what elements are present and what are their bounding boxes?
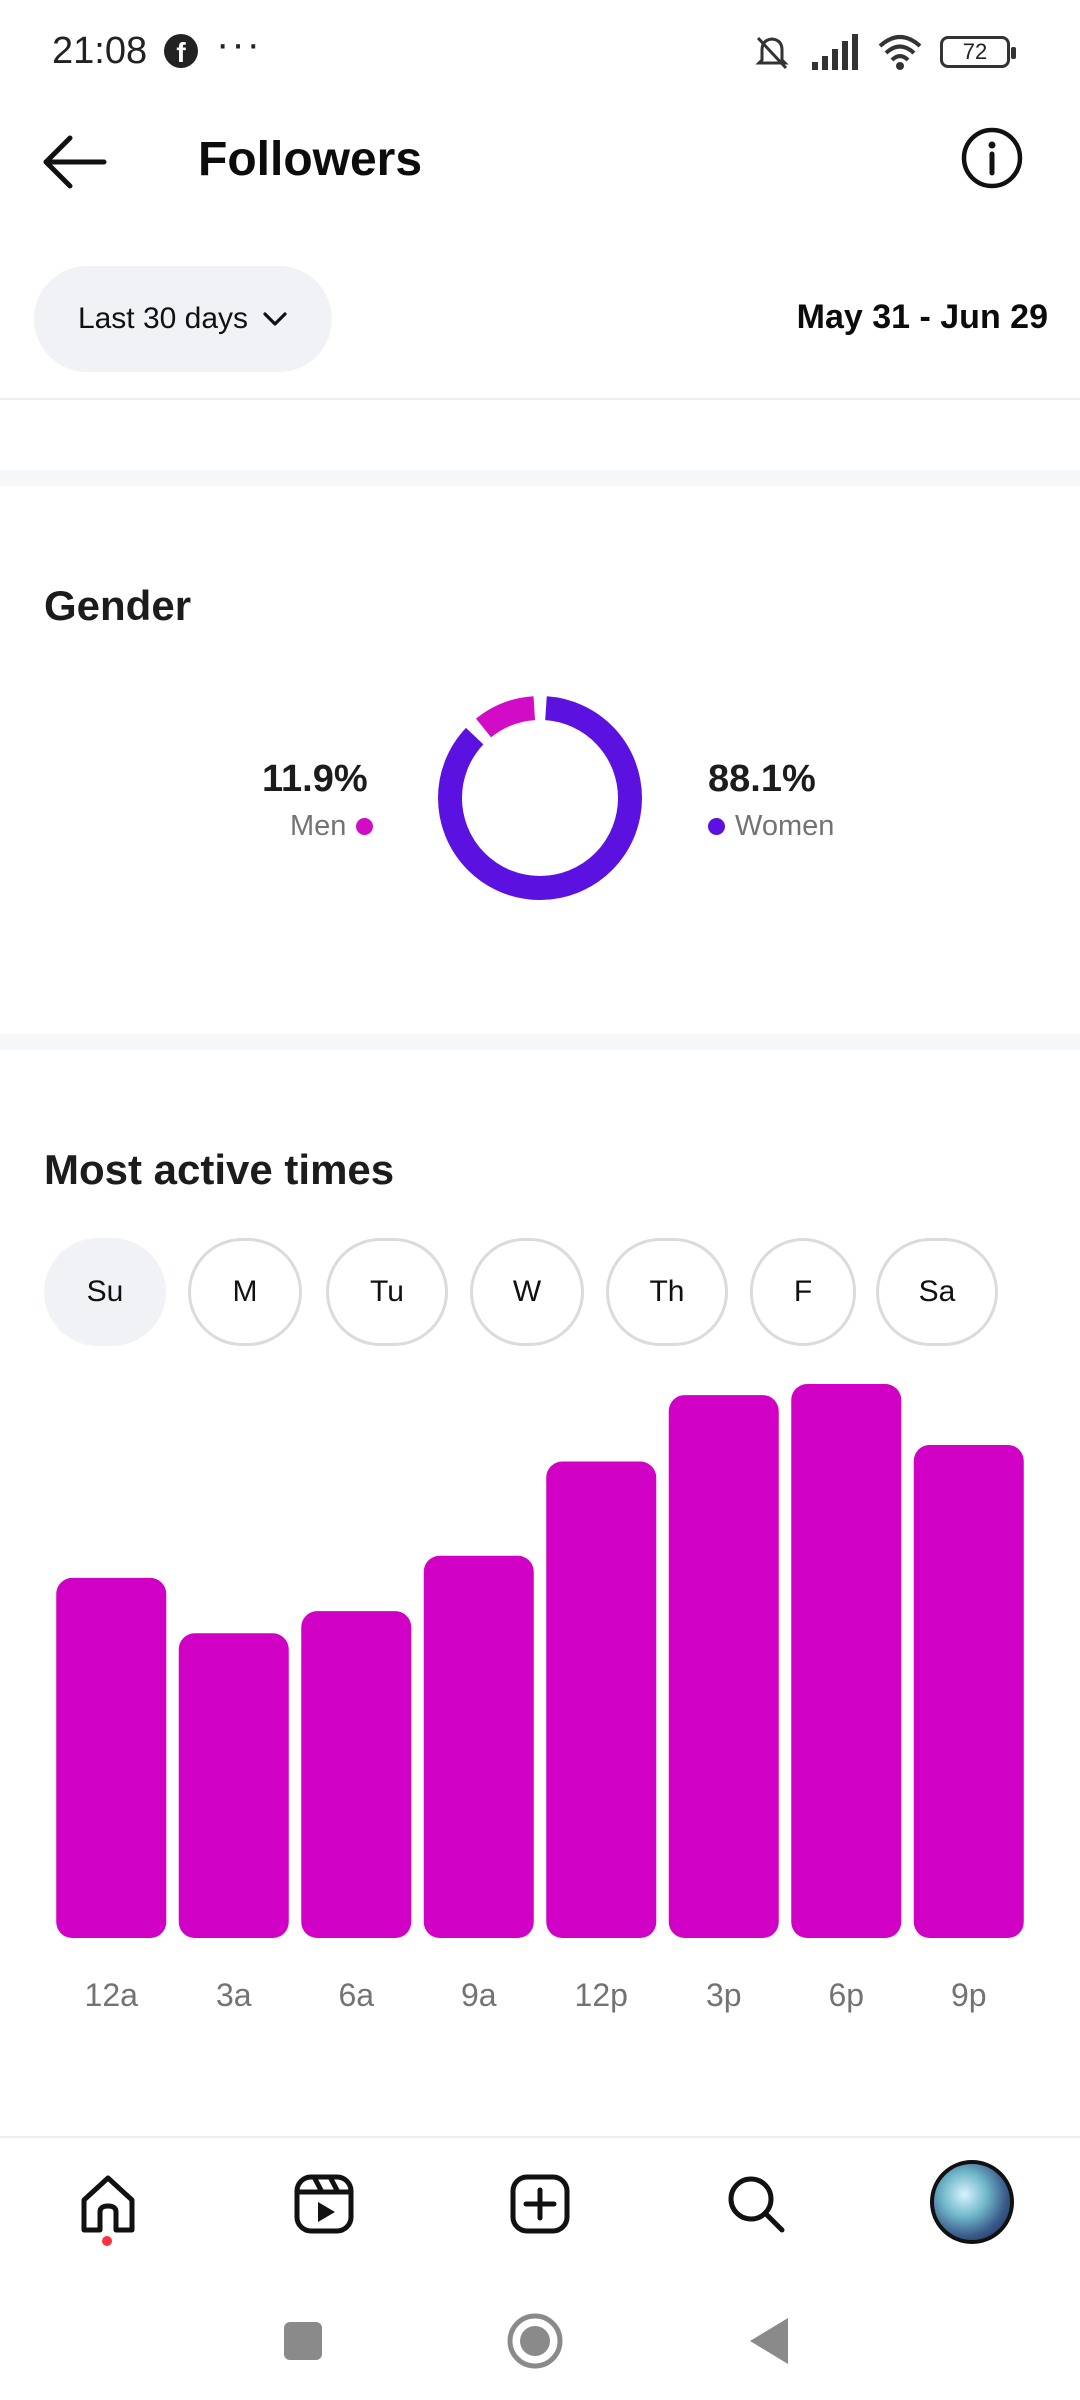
info-icon[interactable] [960, 126, 1024, 190]
date-range-dropdown[interactable]: Last 30 days [34, 266, 332, 372]
bottom-nav [0, 2140, 1080, 2270]
bar-3p [668, 1395, 779, 1938]
back-system-button[interactable] [750, 2318, 788, 2364]
search-icon [728, 2176, 785, 2233]
bar-6p [791, 1384, 902, 1938]
divider [0, 2136, 1080, 2138]
gender-donut-chart [438, 696, 642, 900]
arrow-left-icon[interactable] [40, 132, 110, 192]
home-icon [81, 2175, 135, 2233]
women-legend: Women [708, 810, 834, 843]
gender-title: Gender [44, 582, 192, 629]
nav-home[interactable] [68, 2164, 148, 2244]
more-dots-icon: ··· [216, 22, 262, 66]
men-dot [356, 818, 374, 835]
notification-dot [102, 2236, 112, 2246]
x-tick-label: 3p [706, 1977, 742, 2013]
range-label: Last 30 days [77, 302, 249, 335]
x-tick-label: 9a [461, 1977, 497, 2013]
day-tab-su[interactable]: Su [44, 1238, 166, 1346]
women-label: Women [735, 810, 835, 842]
page-title: Followers [198, 133, 423, 186]
chevron-down-icon [263, 312, 287, 326]
day-tab-w[interactable]: W [470, 1238, 584, 1346]
date-range-text: May 31 - Jun 29 [796, 298, 1048, 336]
x-tick-label: 9p [951, 1977, 987, 2013]
facebook-icon: f [164, 34, 198, 68]
nav-search[interactable] [716, 2164, 796, 2244]
bar-9a [423, 1555, 534, 1938]
battery-icon: 72 [940, 36, 1016, 68]
status-time: 21:08 [52, 30, 148, 72]
mute-icon [755, 36, 789, 70]
men-legend: Men [290, 810, 374, 843]
day-tab-tu[interactable]: Tu [326, 1238, 448, 1346]
bar-3a [178, 1633, 289, 1938]
nav-reels[interactable] [284, 2164, 364, 2244]
x-tick-label: 12p [575, 1977, 628, 2013]
header: Followers [0, 110, 1080, 210]
signal-icon [812, 34, 858, 70]
men-percent: 11.9% [262, 758, 368, 800]
bar-9p [913, 1444, 1024, 1938]
nav-create[interactable] [500, 2164, 580, 2244]
x-tick-label: 6a [338, 1977, 374, 2013]
bar-12p [546, 1461, 657, 1938]
active-times-title: Most active times [44, 1146, 395, 1193]
wifi-icon [878, 35, 922, 70]
status-bar: 21:08 f ··· 72 [0, 0, 1080, 104]
home-system-button[interactable] [507, 2313, 563, 2369]
women-dot [708, 818, 725, 835]
status-icons: 72 [750, 30, 1016, 74]
section-divider [0, 470, 1080, 486]
active-times-chart: 12a 3a 6a 9a 12p 3p 6p 9p [56, 1384, 1024, 2013]
day-tab-f[interactable]: F [750, 1238, 856, 1346]
reels-icon [294, 2174, 354, 2234]
bar-6a [301, 1611, 412, 1938]
day-tab-th[interactable]: Th [606, 1238, 728, 1346]
men-label: Men [290, 810, 347, 842]
x-tick-label: 6p [828, 1977, 864, 2013]
profile-avatar[interactable] [930, 2160, 1014, 2244]
x-tick-label: 3a [216, 1977, 252, 2013]
section-divider [0, 1034, 1080, 1050]
recent-apps-button[interactable] [284, 2322, 322, 2360]
x-tick-label: 12a [85, 1977, 139, 2013]
bar-12a [56, 1577, 167, 1938]
divider [0, 398, 1080, 400]
women-percent: 88.1% [708, 758, 816, 800]
day-tab-m[interactable]: M [188, 1238, 302, 1346]
donut-slice-women [438, 696, 642, 900]
day-tab-sa[interactable]: Sa [876, 1238, 998, 1346]
home-system-button-inner [520, 2326, 550, 2356]
system-nav-bar [284, 2313, 788, 2369]
create-icon [510, 2174, 570, 2234]
